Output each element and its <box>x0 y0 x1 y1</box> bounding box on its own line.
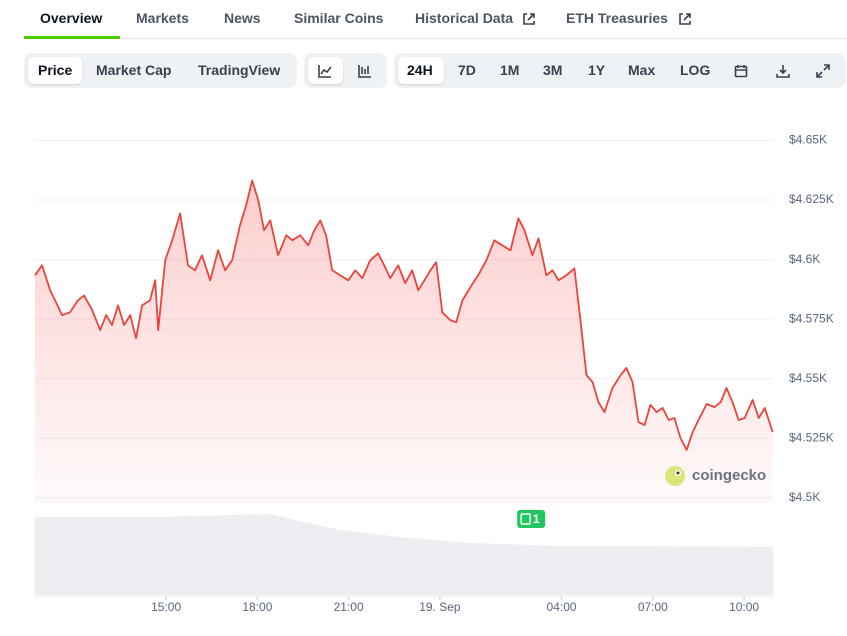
tab[interactable]: Historical Data <box>415 10 514 26</box>
x-tick-label: 07:00 <box>638 600 668 614</box>
view-button[interactable]: TradingView <box>198 62 281 78</box>
selected-bg <box>28 57 82 84</box>
x-tick-label: 15:00 <box>151 600 181 614</box>
range-button[interactable]: 1Y <box>588 62 606 78</box>
range-button[interactable]: 24H <box>407 62 433 78</box>
y-tick-label: $4.525K <box>789 430 834 444</box>
tab-divider <box>24 38 847 39</box>
range-button[interactable]: Max <box>628 62 656 78</box>
x-tick-label: 21:00 <box>334 600 364 614</box>
view-button[interactable]: Market Cap <box>96 62 172 78</box>
download-button[interactable] <box>775 63 791 79</box>
y-tick-label: $4.6K <box>789 252 820 266</box>
event-icon <box>520 513 531 525</box>
tab[interactable]: ETH Treasuries <box>566 10 668 26</box>
tab[interactable]: News <box>224 10 261 26</box>
candle-chart-button[interactable] <box>357 63 373 79</box>
tab[interactable]: Markets <box>136 10 189 26</box>
x-tick-label: 04:00 <box>547 600 577 614</box>
y-tick-label: $4.55K <box>789 371 827 385</box>
external-link-icon <box>679 13 691 25</box>
range-group <box>394 53 846 88</box>
fullscreen-button[interactable] <box>815 63 831 79</box>
y-tick-label: $4.5K <box>789 490 820 504</box>
watermark: coingecko <box>665 466 766 486</box>
event-marker: 1 <box>517 510 546 528</box>
x-tick-label: 10:00 <box>729 600 759 614</box>
y-tick-label: $4.65K <box>789 133 827 147</box>
volume-area <box>35 514 773 595</box>
x-tick-label: 18:00 <box>242 600 272 614</box>
calendar-button[interactable] <box>733 63 749 79</box>
tab[interactable]: Overview <box>40 10 103 26</box>
external-link-icon <box>523 13 535 25</box>
event-count: 1 <box>533 512 540 526</box>
range-button[interactable]: 1M <box>500 62 520 78</box>
line-chart-button[interactable] <box>317 63 333 79</box>
price-line <box>34 179 774 451</box>
y-tick-label: $4.575K <box>789 311 834 325</box>
watermark-text: coingecko <box>692 467 766 484</box>
range-button[interactable]: LOG <box>680 62 711 78</box>
tab[interactable]: Similar Coins <box>294 10 384 26</box>
y-tick-label: $4.625K <box>789 192 834 206</box>
tab-underline <box>24 36 120 39</box>
range-button[interactable]: 7D <box>458 62 476 78</box>
view-button[interactable]: Price <box>38 62 73 78</box>
x-tick-label: 19. Sep <box>419 600 461 614</box>
selected-bg <box>398 57 444 84</box>
price-area <box>35 180 773 505</box>
range-button[interactable]: 3M <box>543 62 563 78</box>
